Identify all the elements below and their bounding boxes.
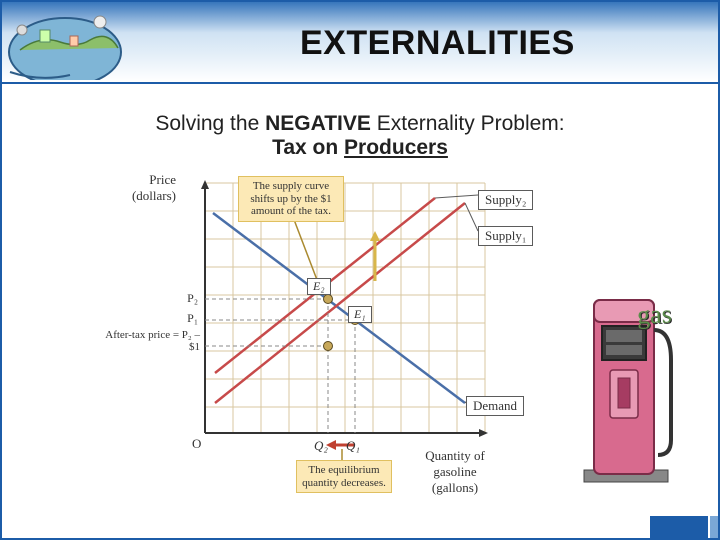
- callout-shift-explanation: The supply curve shifts up by the $1 amo…: [238, 176, 344, 222]
- subtitle-text: Solving the: [155, 112, 265, 135]
- subtitle-line-2: Tax on Producers: [0, 136, 720, 160]
- e1-label: E₁: [348, 306, 372, 323]
- y-axis-label: Price (dollars): [106, 172, 176, 204]
- header-globe-art: [0, 0, 180, 80]
- supply1-label: Supply₁: [478, 226, 533, 246]
- supply-demand-chart: Price (dollars) The supply curve shifts …: [110, 178, 570, 498]
- footer-accent: [650, 516, 718, 538]
- subtitle-bold: Tax on: [272, 136, 344, 159]
- subtitle-bold: NEGATIVE: [265, 112, 371, 135]
- p1-label: P₁: [110, 311, 198, 326]
- subtitle-line-1: Solving the NEGATIVE Externality Problem…: [0, 112, 720, 136]
- subtitle: Solving the NEGATIVE Externality Problem…: [0, 112, 720, 160]
- demand-label: Demand: [466, 396, 524, 416]
- q2-label: Q₂: [306, 438, 336, 454]
- x-caption: The equilibrium quantity decreases.: [296, 460, 392, 493]
- aftertax-label: After-tax price = P₂ – $1: [104, 330, 200, 353]
- q1-label: Q₁: [338, 438, 368, 454]
- page-title: EXTERNALITIES: [300, 24, 575, 63]
- e2-label: E₂: [307, 278, 331, 295]
- origin-label: O: [192, 436, 201, 452]
- subtitle-text: Externality Problem:: [371, 112, 565, 135]
- supply2-label: Supply₂: [478, 190, 533, 210]
- subtitle-underline: Producers: [344, 136, 448, 159]
- x-axis-label: Quantity of gasoline (gallons): [410, 448, 500, 496]
- gas-label: gas: [637, 299, 673, 330]
- p2-label: P₂: [110, 291, 198, 306]
